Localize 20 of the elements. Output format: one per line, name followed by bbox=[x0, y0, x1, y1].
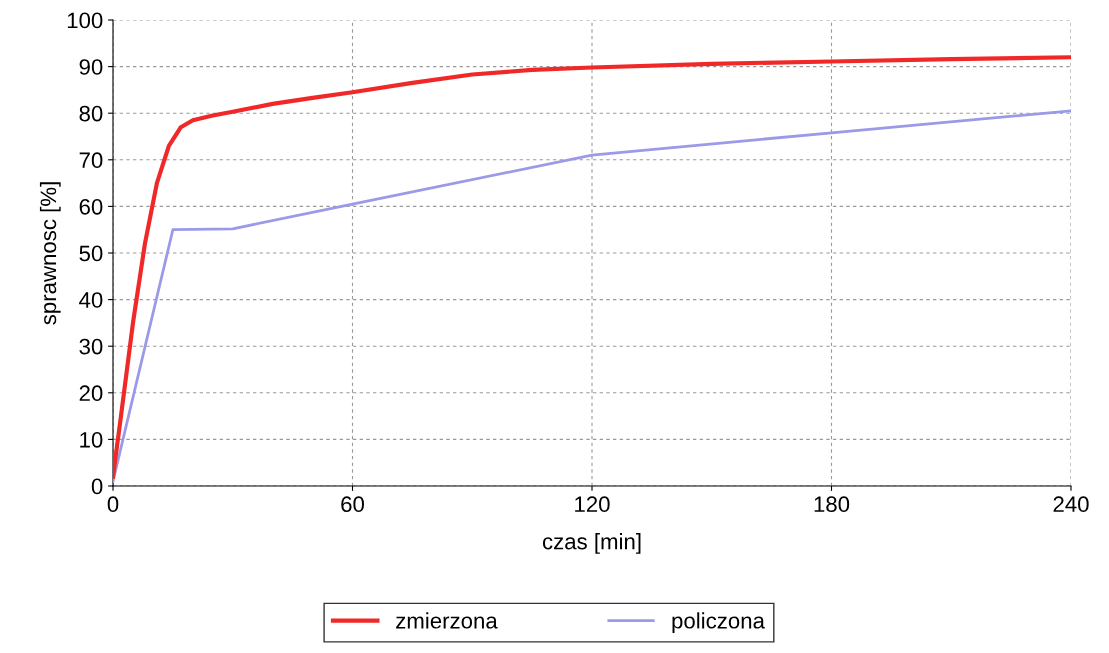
x-tick-label: 180 bbox=[814, 496, 850, 513]
y-tick-label: 50 bbox=[79, 245, 103, 262]
x-tick-label: 120 bbox=[575, 496, 610, 513]
legend-label: policzona bbox=[672, 612, 765, 633]
y-tick-label: 30 bbox=[79, 338, 103, 355]
y-tick-label: 60 bbox=[79, 198, 103, 215]
y-tick-label: 80 bbox=[79, 105, 103, 122]
x-tick-label: 0 bbox=[107, 496, 119, 513]
y-tick-label: 0 bbox=[91, 478, 103, 495]
legend-label: zmierzona bbox=[396, 612, 498, 629]
y-tick-label: 40 bbox=[79, 292, 103, 308]
y-tick-label: 20 bbox=[79, 385, 103, 402]
x-tick-label: 240 bbox=[1053, 496, 1089, 513]
x-tick-label: 60 bbox=[341, 496, 364, 513]
y-tick-label: 100 bbox=[67, 12, 103, 29]
y-tick-label: 90 bbox=[79, 59, 103, 75]
x-axis-title: czas [min] bbox=[542, 533, 641, 554]
y-axis-title: sprawnosc [%] bbox=[39, 182, 61, 325]
y-tick-label: 70 bbox=[79, 152, 103, 169]
y-tick-label: 10 bbox=[80, 431, 103, 448]
